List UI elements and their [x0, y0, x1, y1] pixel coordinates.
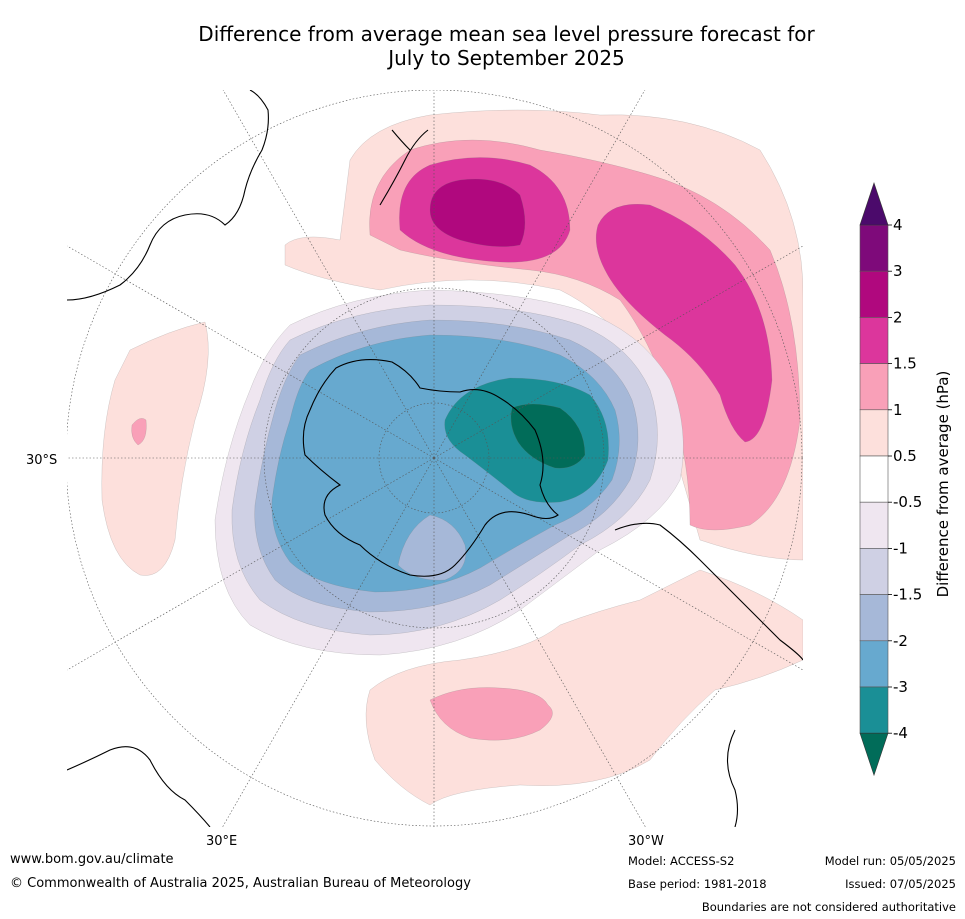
colorbar-tick-label: 0.5	[893, 447, 917, 465]
contour-pos-0.5-1-southatl	[365, 569, 803, 806]
contour-pos-2-3	[429, 178, 526, 247]
colorbar: 4 3 2 1.5 1 0.5 -0.5 -1 -1.5 -2 -3 -4 Difference fr…	[859, 182, 952, 777]
colorbar-box-m4_m3	[859, 686, 889, 734]
colorbar-boxes	[859, 182, 889, 777]
colorbar-box-m1_m0.5	[859, 501, 889, 549]
colorbar-tick-label: -4	[893, 724, 908, 742]
colorbar-title: Difference from average (hPa)	[934, 371, 952, 598]
contour-pos-1.5-2-b	[595, 203, 773, 443]
colorbar-ticks: 4 3 2 1.5 1 0.5 -0.5 -1 -1.5 -2 -3 -4	[888, 216, 922, 742]
colorbar-tick-label: -1	[893, 539, 908, 557]
copyright-text: © Commonwealth of Australia 2025, Austra…	[10, 876, 471, 891]
colorbar-tick-label: 4	[893, 216, 903, 234]
colorbar-tick-label: 2	[893, 308, 903, 326]
issued-text: Issued: 07/05/2025	[845, 877, 956, 891]
map-area	[67, 90, 803, 827]
south-america-coast	[614, 522, 803, 827]
colorbar-box-neutral	[859, 455, 889, 503]
colorbar-box-0.5_1	[859, 409, 889, 457]
base-period-text: Base period: 1981-2018	[628, 877, 767, 891]
new-zealand-coast	[379, 129, 429, 206]
colorbar-tick-label: 1	[893, 401, 903, 419]
colorbar-tick-label: 3	[893, 262, 903, 280]
antarctica-coast	[302, 359, 559, 577]
colorbar-tick-label: -0.5	[893, 493, 922, 511]
model-run-text: Model run: 05/05/2025	[824, 854, 956, 868]
colorbar-tick-label: -2	[893, 632, 908, 650]
contour-pos-1-1.5-southatl	[429, 687, 553, 741]
map-title: Difference from average mean sea level p…	[0, 22, 965, 70]
colorbar-arrow-up	[859, 182, 889, 226]
lat-label: 30°S	[26, 453, 57, 468]
colorbar-box-1.5_2	[859, 317, 889, 364]
lon-label-30w: 30°W	[628, 834, 664, 849]
colorbar-box-m1.5_m1	[859, 548, 889, 595]
contour-neg-1.5-2-inner	[397, 514, 467, 581]
graticule	[67, 90, 803, 827]
title-line-2: July to September 2025	[388, 46, 625, 70]
colorbar-box-m2_m1.5	[859, 594, 889, 642]
disclaimer-text: Boundaries are not considered authoritat…	[701, 900, 956, 914]
colorbar-box-m3_m2	[859, 640, 889, 688]
model-text: Model: ACCESS-S2	[628, 854, 735, 868]
africa-coast	[67, 746, 211, 827]
colorbar-tick-label: -3	[893, 678, 908, 696]
colorbar-tick-label: -1.5	[893, 586, 922, 604]
contour-pos-0.5-1-indian	[101, 321, 209, 576]
contour-neg-lt-4	[510, 403, 586, 469]
contour-pos-1-1.5-indian	[131, 418, 147, 446]
colorbar-arrow-down	[859, 732, 889, 777]
lon-label-30e: 30°E	[206, 834, 237, 849]
colorbar-box-2_3	[859, 270, 889, 318]
title-line-1: Difference from average mean sea level p…	[198, 22, 815, 46]
coastlines	[67, 90, 803, 827]
colorbar-tick-label: 1.5	[893, 355, 917, 373]
colorbar-box-3_4	[859, 224, 889, 272]
website-link[interactable]: www.bom.gov.au/climate	[10, 852, 174, 867]
australia-coast	[67, 90, 269, 301]
colorbar-box-1_1.5	[859, 363, 889, 411]
